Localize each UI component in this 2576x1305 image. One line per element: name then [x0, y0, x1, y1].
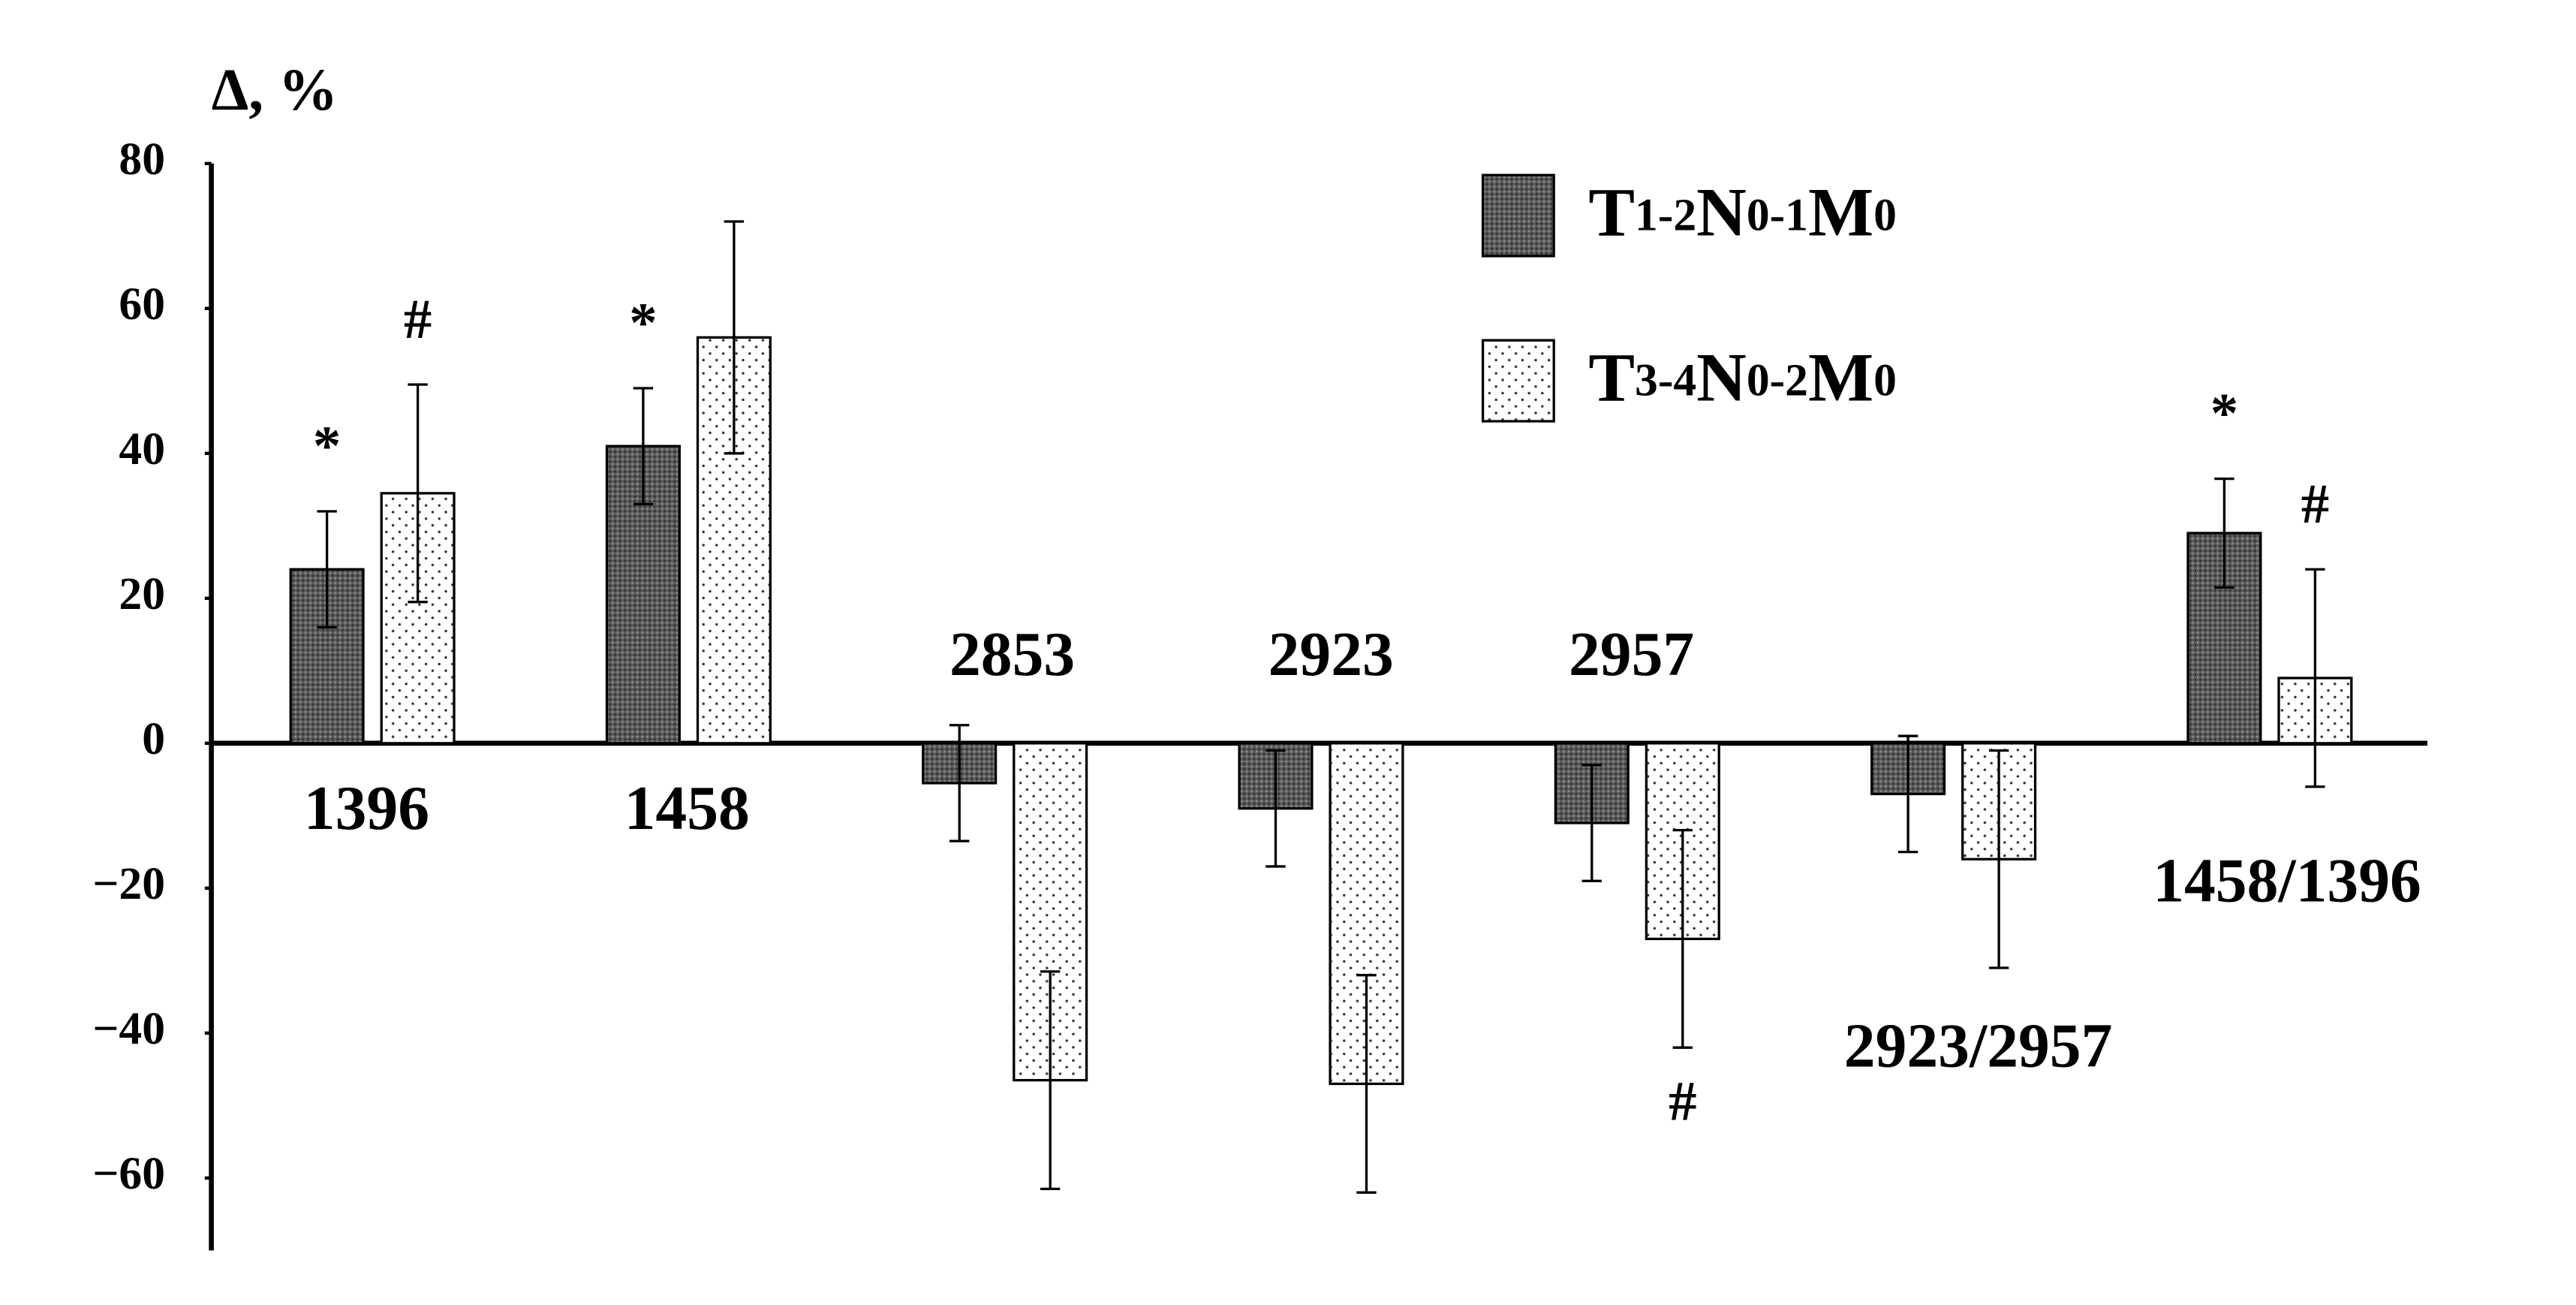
error-bar: [633, 387, 654, 506]
y-axis-label: Δ, %: [212, 57, 338, 123]
category-label: 1458: [624, 774, 750, 843]
category-label: 2923/2957: [1844, 1012, 2113, 1081]
significance-marker: #: [404, 288, 432, 351]
legend-label: T1-2N0-1M0: [1588, 174, 1897, 251]
error-bar: [1988, 749, 2009, 969]
legend-swatch: [1481, 339, 1555, 423]
y-tick-label: 40: [119, 423, 165, 475]
category-label: 1396: [304, 774, 429, 843]
bar: [2186, 532, 2262, 745]
error-bar: [1672, 829, 1693, 1049]
significance-marker: *: [2210, 383, 2238, 445]
error-bar: [2214, 477, 2234, 589]
category-label: 1458/1396: [2153, 847, 2421, 916]
category-label: 2923: [1268, 620, 1394, 689]
significance-marker: #: [2301, 473, 2329, 535]
category-label: 2957: [1569, 620, 1694, 689]
y-tick-label: 80: [119, 134, 165, 185]
error-bar: [2305, 568, 2325, 788]
significance-marker: *: [313, 415, 341, 478]
error-bar: [1040, 970, 1061, 1191]
legend-label: T3-4N0-2M0: [1588, 339, 1897, 416]
y-tick-label: −20: [92, 858, 165, 909]
y-tick-label: 60: [119, 279, 165, 330]
significance-marker: #: [1669, 1071, 1696, 1133]
error-bar: [408, 383, 428, 604]
y-tick-label: 0: [142, 713, 165, 764]
error-bar: [1356, 974, 1377, 1194]
y-tick-label: −40: [92, 1003, 165, 1054]
error-bar: [1581, 764, 1602, 882]
error-bar: [724, 220, 745, 455]
y-tick-label: 20: [119, 568, 165, 619]
error-bar: [317, 510, 337, 629]
bar: [605, 445, 681, 745]
category-label: 2853: [949, 620, 1075, 689]
legend-swatch: [1481, 173, 1555, 258]
significance-marker: *: [629, 292, 657, 354]
error-bar: [1265, 749, 1286, 868]
error-bar: [949, 724, 970, 842]
y-tick-label: −60: [92, 1148, 165, 1199]
error-bar: [1897, 734, 1918, 854]
